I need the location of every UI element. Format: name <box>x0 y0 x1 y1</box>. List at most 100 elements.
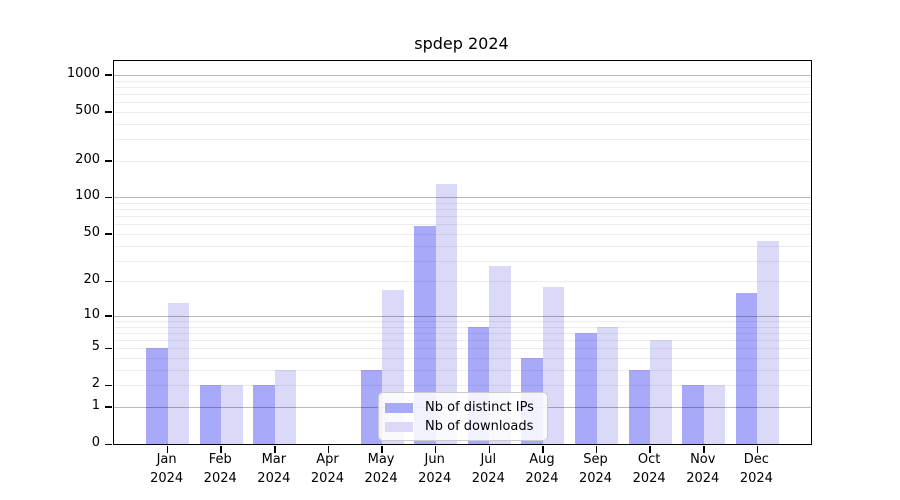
bar-ips-feb <box>199 385 222 444</box>
y-axis-tick <box>105 384 112 387</box>
minor-gridline <box>114 102 811 104</box>
x-axis-tick-label: Aug 2024 <box>525 452 559 486</box>
bar-ips-sep <box>575 332 597 444</box>
minor-gridline <box>114 224 811 226</box>
y-axis-tick <box>105 280 112 283</box>
x-axis-tick-label: Nov 2024 <box>686 452 720 486</box>
minor-gridline <box>114 348 811 350</box>
x-axis-tick-label: Jun 2024 <box>418 452 452 486</box>
minor-gridline <box>114 326 811 328</box>
bar-ips-may <box>360 369 383 444</box>
y-axis-tick <box>105 196 112 199</box>
legend-swatch-ips <box>385 402 413 413</box>
y-axis-tick-label: 200 <box>75 151 100 167</box>
y-axis-tick <box>105 443 112 445</box>
minor-gridline <box>114 332 811 334</box>
minor-gridline <box>114 321 811 322</box>
legend-swatch-downloads <box>385 421 413 432</box>
minor-gridline <box>114 123 811 125</box>
x-axis-tick <box>166 446 169 453</box>
x-axis-tick-label: Sep 2024 <box>578 452 613 486</box>
y-axis-tick <box>105 233 112 235</box>
bar-ips-jun <box>414 226 436 444</box>
minor-gridline <box>114 139 811 141</box>
bar-downloads-sep <box>596 326 618 444</box>
x-axis-tick <box>488 446 491 453</box>
x-axis-tick <box>381 446 383 453</box>
y-axis-tick-label: 100 <box>75 188 100 204</box>
x-axis-tick <box>703 446 705 453</box>
bar-ips-mar <box>253 385 275 444</box>
x-axis-tick <box>327 446 330 453</box>
y-axis-tick <box>105 347 112 350</box>
bar-downloads-dec <box>757 240 779 444</box>
minor-gridline <box>114 245 811 247</box>
bar-ips-dec <box>735 292 758 444</box>
minor-gridline <box>114 160 811 162</box>
x-axis-tick <box>542 446 544 453</box>
y-axis-tick <box>105 160 112 162</box>
minor-gridline <box>114 233 811 235</box>
x-axis-tick-label: Jul 2024 <box>471 452 505 486</box>
y-axis-tick-label: 5 <box>91 339 100 355</box>
x-axis-tick-label: Mar 2024 <box>257 452 291 486</box>
x-axis-tick-label: Dec 2024 <box>739 452 773 486</box>
x-axis-tick <box>220 446 222 453</box>
legend-item: Nb of downloads <box>385 419 539 434</box>
minor-gridline <box>114 358 811 360</box>
bar-downloads-nov <box>703 385 726 444</box>
y-axis-tick-label: 1 <box>91 397 100 413</box>
x-axis-tick <box>649 446 651 453</box>
legend: Nb of distinct IPs Nb of downloads <box>378 392 548 441</box>
major-gridline <box>114 197 811 199</box>
legend-label: Nb of downloads <box>425 419 534 434</box>
minor-gridline <box>114 216 811 218</box>
y-axis-tick-label: 10 <box>83 306 100 322</box>
minor-gridline <box>114 111 811 113</box>
minor-gridline <box>114 80 811 82</box>
minor-gridline <box>114 340 811 342</box>
bar-ips-oct <box>628 369 651 444</box>
minor-gridline <box>114 260 811 262</box>
minor-gridline <box>114 93 811 95</box>
x-axis-tick <box>434 446 437 453</box>
x-axis-tick <box>756 446 759 453</box>
x-axis-tick-label: Jan 2024 <box>150 452 184 486</box>
y-axis-tick <box>105 406 112 408</box>
minor-gridline <box>114 86 811 88</box>
y-axis-tick <box>105 74 112 76</box>
minor-gridline <box>114 369 811 371</box>
major-gridline <box>114 74 811 76</box>
minor-gridline <box>114 209 811 211</box>
bar-ips-nov <box>682 385 704 444</box>
bar-downloads-jan <box>167 303 190 444</box>
bar-downloads-oct <box>650 340 672 444</box>
x-axis-tick-label: May 2024 <box>364 452 398 486</box>
bar-downloads-feb <box>221 385 243 444</box>
y-axis-tick-label: 0 <box>91 435 100 450</box>
y-axis-tick-label: 50 <box>83 224 100 240</box>
y-axis-tick-label: 1000 <box>66 65 100 81</box>
x-axis-tick-label: Feb 2024 <box>203 452 237 486</box>
x-axis-tick-label: Apr 2024 <box>310 452 344 486</box>
bar-downloads-mar <box>274 369 297 444</box>
x-axis-tick <box>274 446 276 453</box>
major-gridline <box>114 315 811 317</box>
legend-item: Nb of distinct IPs <box>385 400 539 415</box>
x-axis-tick <box>595 446 598 453</box>
x-axis-tick-label: Oct 2024 <box>632 452 666 486</box>
bar-ips-jan <box>146 348 168 444</box>
y-axis-tick-label: 500 <box>75 102 100 118</box>
minor-gridline <box>114 281 811 283</box>
y-axis-tick <box>105 111 112 113</box>
legend-label: Nb of distinct IPs <box>425 400 534 415</box>
minor-gridline <box>114 203 811 205</box>
bar-downloads-aug <box>542 286 565 444</box>
y-axis-tick-label: 20 <box>83 272 100 288</box>
y-axis-tick <box>105 315 112 317</box>
y-axis-tick-label: 2 <box>91 376 100 392</box>
bar-downloads-jun <box>435 184 458 444</box>
plot-area <box>105 60 812 453</box>
chart-title: spdep 2024 <box>414 34 509 53</box>
